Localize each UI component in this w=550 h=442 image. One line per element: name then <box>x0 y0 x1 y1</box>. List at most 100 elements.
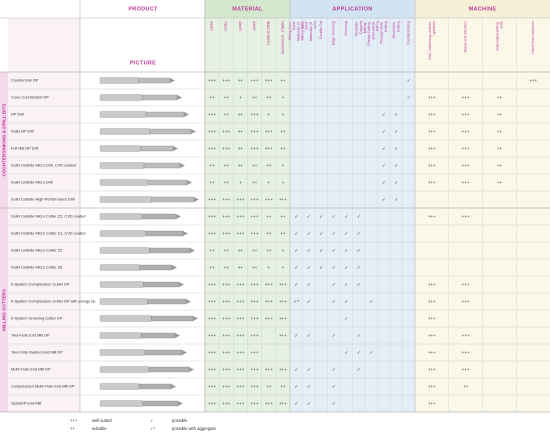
rating-cell: +++ <box>222 299 230 304</box>
product-name: Compression Multi-Flute End Mill DP <box>11 384 75 389</box>
tool-shank <box>99 94 143 101</box>
rating-cell: +++ <box>462 146 470 151</box>
tool-tip <box>186 299 191 304</box>
rating-cell: ✓ <box>357 350 361 355</box>
tool-body <box>149 128 192 135</box>
rating-cell: +++ <box>236 316 244 321</box>
rating-cell: +++ <box>251 214 259 219</box>
column-header: HONEYCOMB <box>267 20 271 44</box>
rating-cell: +++ <box>222 197 230 202</box>
legend-symbol: ✓* <box>150 426 156 431</box>
rating-cell: +++ <box>265 78 273 83</box>
rating-cell: +++ <box>208 231 216 236</box>
rating-cell: ✓ <box>357 367 361 372</box>
rating-cell: +++ <box>251 316 259 321</box>
rating-cell: +++ <box>236 214 244 219</box>
rating-cell: ✓ <box>294 265 298 270</box>
rating-cell: ++ <box>280 78 286 83</box>
rating-cell: +++ <box>462 282 470 287</box>
rating-cell: ✓ <box>332 299 336 304</box>
rating-cell: +++ <box>428 129 436 134</box>
rating-cell: ✓ <box>344 265 348 270</box>
rating-cell: +++ <box>279 316 287 321</box>
rating-cell: +++ <box>428 367 436 372</box>
rating-cell: +++ <box>222 333 230 338</box>
rating-cell: ++ <box>280 146 286 151</box>
tool-shank <box>99 366 150 373</box>
rating-cell: +++ <box>428 214 436 219</box>
rating-cell: ✓ <box>344 214 348 219</box>
section-title: MACHINE <box>469 6 497 12</box>
column-header: Through-Hole Drilling <box>380 21 388 44</box>
rating-cell: + <box>282 112 285 117</box>
rating-cell: +++ <box>208 401 216 406</box>
rating-cell: ✓ <box>382 146 386 151</box>
column-header: Grooving <box>344 21 348 36</box>
tool-body <box>150 315 194 322</box>
column-header: Hand held machines <box>531 21 535 54</box>
rating-cell: + <box>282 180 285 185</box>
rating-cell: ++ <box>280 129 286 134</box>
rating-cell: +++ <box>428 401 436 406</box>
rating-cell: ✓ <box>382 197 386 202</box>
rating-cell: +++ <box>251 231 259 236</box>
rating-cell: ✓ <box>394 112 398 117</box>
tool-shank <box>99 111 147 118</box>
rating-cell: +++ <box>222 350 230 355</box>
tool-shank <box>99 247 150 254</box>
tool-shank <box>99 383 140 390</box>
tool-tip <box>187 180 192 185</box>
product-name: Solid Carbide Micro Cutter Z1, CVD coate… <box>11 231 85 236</box>
product-name: b-System Compression Cutter DP with plun… <box>11 299 95 304</box>
rating-cell: ++ <box>280 214 286 219</box>
rating-cell: +++ <box>236 333 244 338</box>
rating-cell: +++ <box>462 129 470 134</box>
product-name: b-System Compression Cutter DP <box>11 282 70 287</box>
rating-cell: ✓ <box>332 248 336 253</box>
rating-cell: ++ <box>266 95 272 100</box>
tool-shank <box>99 145 141 152</box>
rating-cell: +++ <box>222 367 230 372</box>
tool-body <box>138 383 172 390</box>
rating-cell: +++ <box>236 282 244 287</box>
rating-cell: +++ <box>428 112 436 117</box>
rating-cell: ++ <box>497 129 503 134</box>
rating-cell: ++ <box>209 180 215 185</box>
rating-cell: ✓ <box>382 129 386 134</box>
product-name: Two-Flute End Mill DP <box>11 333 50 338</box>
rating-cell: ++ <box>224 248 230 253</box>
column-header: SANDWICH - FIBER <box>281 21 285 55</box>
section-title: MATERIAL <box>232 6 263 12</box>
rating-cell: ++ <box>497 180 503 185</box>
rating-cell: +++ <box>428 316 436 321</box>
rating-cell: +++ <box>428 146 436 151</box>
tool-shank <box>99 213 142 220</box>
product-name: Solid Carbide Micro Drill <box>11 180 53 185</box>
column-header: AFRP <box>253 20 257 30</box>
tool-body <box>151 196 195 203</box>
rating-cell: ✓ <box>307 401 311 406</box>
rating-cell: ✓ <box>344 299 348 304</box>
rating-cell: ✓ <box>332 231 336 236</box>
rating-cell: ++ <box>209 163 215 168</box>
tool-tip <box>170 78 175 83</box>
tool-body <box>149 247 191 254</box>
rating-cell: ++ <box>497 95 503 100</box>
rating-cell: +++ <box>208 214 216 219</box>
rating-cell: +++ <box>236 367 244 372</box>
rating-cell: ✓ <box>369 350 373 355</box>
rating-cell: +++ <box>208 78 216 83</box>
rating-cell: +++ <box>208 129 216 134</box>
rating-cell: +++ <box>265 401 273 406</box>
rating-cell: + <box>282 248 285 253</box>
rating-cell: ++ <box>252 265 258 270</box>
rating-cell: +++ <box>265 316 273 321</box>
rating-cell: +++ <box>462 180 470 185</box>
tool-body <box>148 366 190 373</box>
rating-cell: ✓ <box>382 163 386 168</box>
tool-tip <box>182 350 187 355</box>
rating-cell: ✓ <box>332 401 336 406</box>
rating-cell: +++ <box>222 231 230 236</box>
rating-cell: ✓ <box>332 214 336 219</box>
rating-cell: +++ <box>265 197 273 202</box>
